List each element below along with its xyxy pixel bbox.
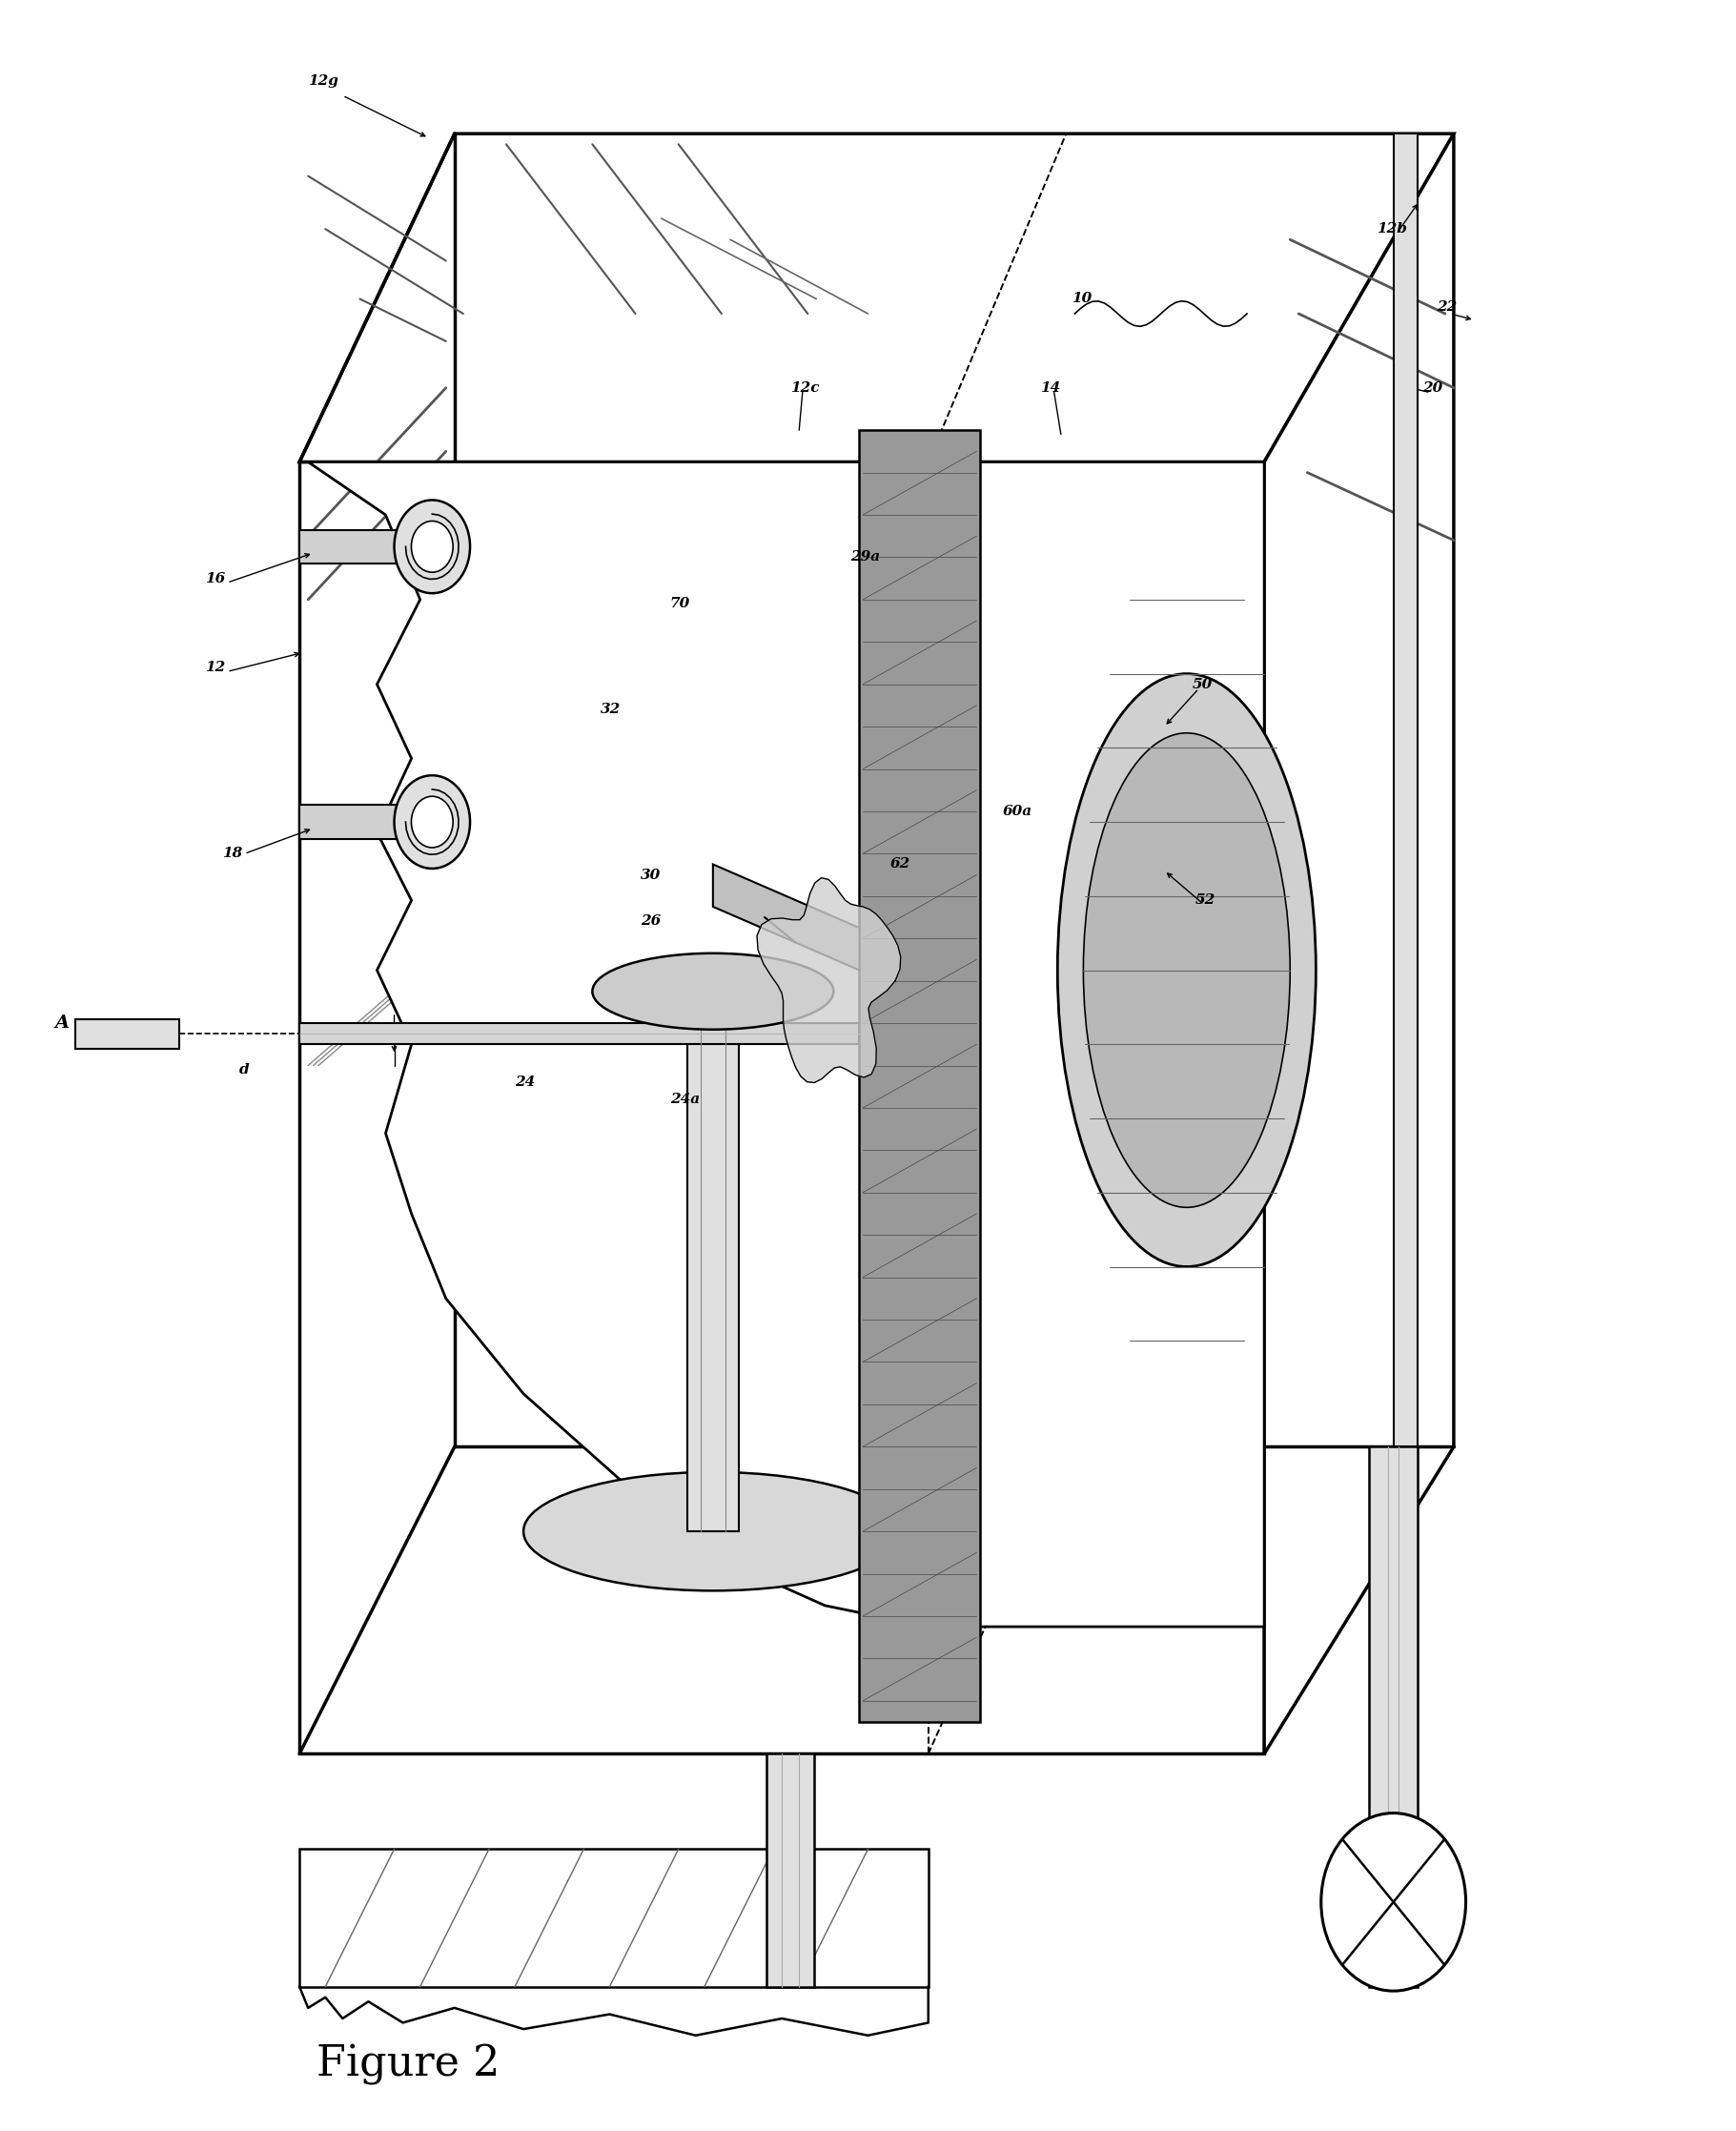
Text: 24: 24	[516, 1076, 535, 1089]
Text: 62: 62	[891, 857, 911, 872]
Polygon shape	[1394, 134, 1418, 1447]
Polygon shape	[307, 462, 929, 1626]
Text: 12: 12	[205, 661, 226, 673]
Text: A: A	[56, 1014, 69, 1031]
Polygon shape	[1264, 134, 1453, 1754]
Circle shape	[394, 776, 470, 869]
Circle shape	[411, 520, 453, 573]
Polygon shape	[300, 134, 1453, 462]
Bar	[76, 1019, 179, 1048]
Text: 22: 22	[1436, 300, 1457, 313]
Text: 70: 70	[670, 597, 691, 609]
Polygon shape	[929, 462, 1264, 1626]
Ellipse shape	[524, 1473, 903, 1590]
Circle shape	[394, 501, 470, 592]
Text: 10: 10	[1071, 292, 1092, 305]
Text: d: d	[240, 1063, 250, 1076]
Text: 32: 32	[601, 703, 621, 716]
Text: 24a: 24a	[670, 1093, 700, 1106]
Text: 12g: 12g	[307, 75, 339, 87]
Text: 29a: 29a	[851, 550, 880, 565]
Polygon shape	[300, 1850, 929, 1986]
Text: 14: 14	[1040, 381, 1061, 394]
Text: Figure 2: Figure 2	[316, 2044, 500, 2086]
Text: 30: 30	[641, 867, 661, 882]
Polygon shape	[300, 531, 411, 563]
Circle shape	[411, 797, 453, 848]
Polygon shape	[757, 878, 901, 1083]
Text: 60a: 60a	[1002, 806, 1031, 818]
Ellipse shape	[1083, 733, 1290, 1208]
Text: 52: 52	[1196, 893, 1215, 908]
Text: 12b: 12b	[1377, 222, 1406, 237]
Polygon shape	[687, 991, 740, 1532]
Polygon shape	[300, 806, 411, 840]
Circle shape	[1321, 1813, 1465, 1990]
Text: 12c: 12c	[790, 381, 819, 394]
Polygon shape	[300, 1023, 859, 1044]
Text: 50: 50	[1193, 678, 1212, 690]
Polygon shape	[766, 1754, 814, 1986]
Ellipse shape	[592, 953, 833, 1029]
Polygon shape	[1370, 1447, 1418, 1986]
Polygon shape	[713, 865, 859, 970]
Ellipse shape	[1057, 673, 1316, 1266]
Text: 18: 18	[222, 846, 243, 861]
Polygon shape	[300, 462, 1264, 1754]
Text: 26: 26	[641, 914, 661, 929]
Text: 20: 20	[1424, 381, 1443, 394]
Polygon shape	[859, 430, 981, 1722]
Text: 16: 16	[205, 571, 226, 586]
